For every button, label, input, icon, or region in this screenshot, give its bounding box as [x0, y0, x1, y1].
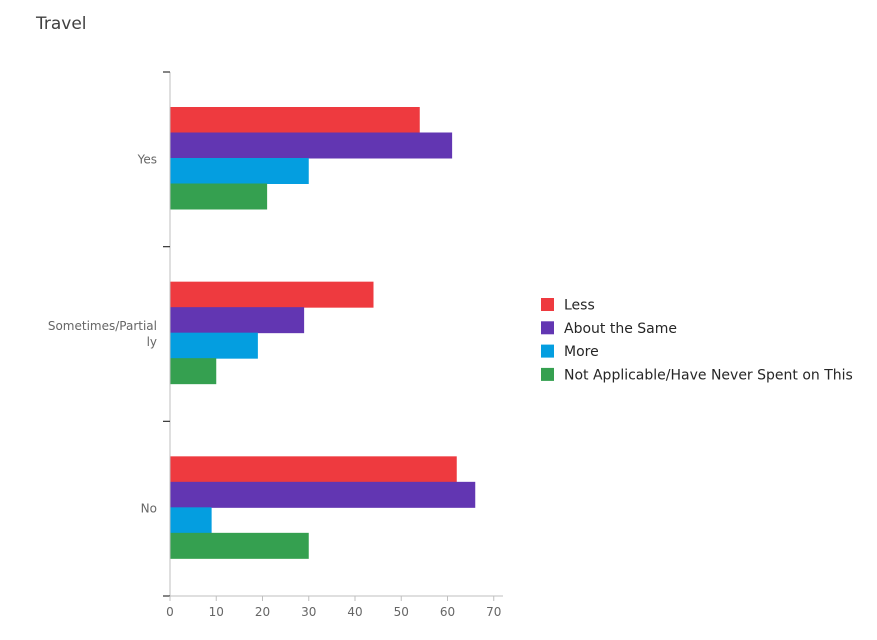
bars-layer: [170, 107, 476, 559]
axes-layer: Yes Sometimes/Partial ly No 0 10 20 30 40 50 60 70: [48, 71, 503, 619]
bar: [170, 456, 457, 483]
x-tick-label: 20: [255, 605, 270, 619]
x-tick-label: 10: [209, 605, 224, 619]
legend-label: More: [564, 344, 599, 360]
bar: [170, 307, 305, 334]
legend-item: About the Same: [541, 321, 677, 337]
bar: [170, 332, 258, 359]
bar: [170, 107, 420, 133]
legend-label: Not Applicable/Have Never Spent on This: [564, 367, 853, 383]
bar: [170, 281, 374, 308]
category-label: Sometimes/Partial ly: [48, 319, 157, 349]
chart-title: Travel: [36, 14, 87, 34]
legend-item: More: [541, 344, 599, 360]
category-label: Yes: [137, 152, 157, 166]
legend: Less About the Same More Not Applicable/Hav…: [541, 298, 853, 383]
category-label-line: No: [141, 502, 157, 516]
legend-label: About the Same: [564, 321, 677, 337]
x-tick-label: 0: [166, 605, 174, 619]
bar: [170, 158, 309, 184]
x-tick-label: 30: [301, 605, 316, 619]
category-label: No: [141, 502, 157, 516]
bar: [170, 132, 453, 159]
x-tick-label: 40: [347, 605, 362, 619]
legend-swatch: [541, 344, 554, 358]
category-label-line: ly: [147, 335, 157, 349]
legend-swatch: [541, 298, 554, 311]
category-label-line: Yes: [137, 152, 157, 166]
bar: [170, 481, 476, 508]
x-tick-label: 50: [394, 605, 409, 619]
bar: [170, 507, 212, 534]
x-tick-label: 70: [486, 605, 501, 619]
bar: [170, 532, 309, 559]
legend-label: Less: [564, 298, 595, 314]
bar: [170, 358, 217, 385]
x-tick-label: 60: [440, 605, 455, 619]
category-label-line: Sometimes/Partial: [48, 319, 157, 333]
legend-item: Not Applicable/Have Never Spent on This: [541, 367, 853, 383]
legend-item: Less: [541, 298, 595, 314]
legend-swatch: [541, 321, 554, 335]
bar: [170, 183, 268, 210]
legend-swatch: [541, 367, 554, 381]
